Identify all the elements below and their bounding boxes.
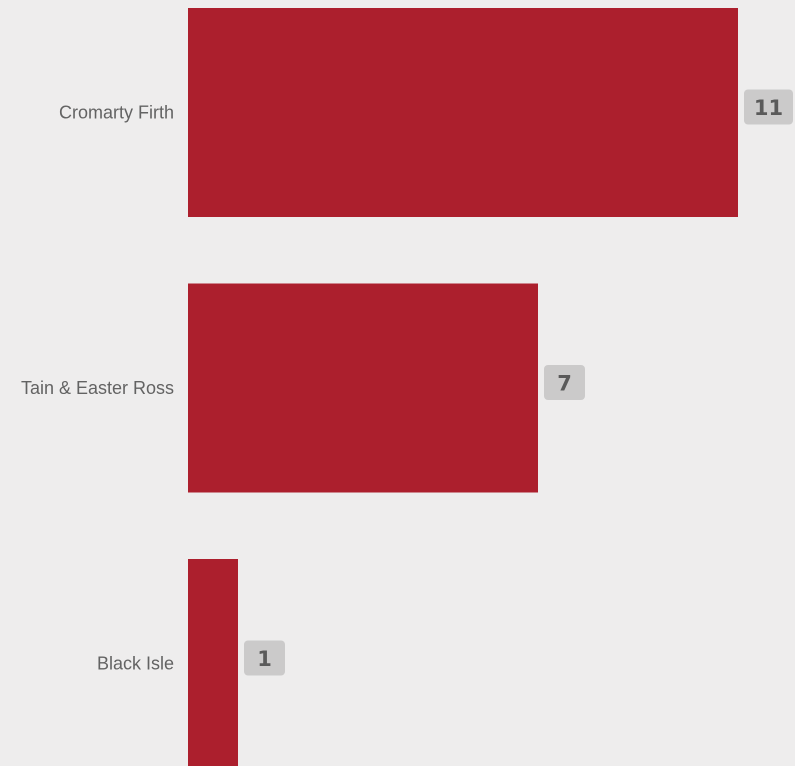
value-label-black-isle: 1 (257, 647, 272, 671)
value-label-cromarty-firth: 11 (754, 96, 783, 120)
category-label-black-isle: Black Isle (97, 654, 174, 674)
bars-group (188, 8, 738, 766)
bar-tain-easter-ross (188, 283, 538, 493)
value-badge-tain-easter-ross (544, 365, 585, 400)
value-badge-cromarty-firth (744, 89, 793, 125)
category-labels-group: Cromarty Firth Tain & Easter Ross Black Is… (21, 103, 174, 674)
value-label-tain-easter-ross: 7 (557, 372, 572, 396)
value-labels-group: 11 7 1 (244, 89, 793, 676)
value-badge-black-isle (244, 640, 285, 676)
bar-black-isle (188, 559, 238, 766)
bar-cromarty-firth (188, 8, 738, 217)
category-label-cromarty-firth: Cromarty Firth (59, 103, 174, 123)
category-label-tain-easter-ross: Tain & Easter Ross (21, 378, 174, 398)
